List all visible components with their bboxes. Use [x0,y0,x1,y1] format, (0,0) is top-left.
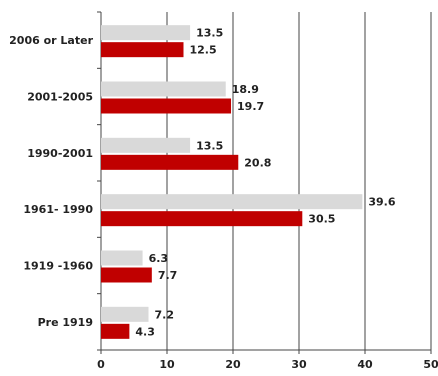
bar-series2-3 [101,154,239,170]
data-label-series1-4: 39.6 [368,196,395,209]
data-label-series1-2: 18.9 [232,83,259,96]
bar-series2-5 [101,267,152,283]
bar-series1-5 [101,250,143,266]
bar-series1-2 [101,81,226,97]
category-label: 2006 or Later [9,34,93,47]
category-label: Pre 1919 [38,316,93,329]
x-tick-0: 0 [97,358,105,371]
category-label: 2001-2005 [27,91,93,104]
bars [101,25,363,339]
data-label-series1-5: 6.3 [149,252,169,265]
category-label: 1919 -1960 [23,260,93,273]
data-label-series1-6: 7.2 [155,308,175,321]
data-label-series2-6: 4.3 [135,325,155,338]
data-label-series2-4: 30.5 [308,213,335,226]
gridlines [97,11,432,354]
bar-series2-2 [101,98,232,114]
data-label-series2-3: 20.8 [244,156,271,169]
x-tick-30: 30 [291,358,307,371]
data-label-series2-1: 12.5 [190,44,217,57]
bar-series2-6 [101,323,130,339]
bar-series2-1 [101,42,184,58]
data-label-series1-1: 13.5 [196,27,223,40]
x-tick-50: 50 [423,358,438,371]
bar-series1-6 [101,306,149,322]
category-labels: 2006 or Later 2001-2005 1990-2001 1961- 199… [9,34,93,329]
data-labels: 13.5 12.5 18.9 19.7 13.5 20.8 39.6 30.5 6.3 7.7 7.… [135,27,395,339]
category-label: 1961- 1990 [23,203,93,216]
x-tick-40: 40 [357,358,373,371]
bar-series2-4 [101,211,303,227]
data-label-series1-3: 13.5 [196,139,223,152]
x-tick-labels: 0 10 20 30 40 50 [97,358,438,371]
x-tick-20: 20 [225,358,241,371]
bar-series1-4 [101,194,363,210]
category-label: 1990-2001 [27,147,93,160]
data-label-series2-2: 19.7 [237,100,264,113]
bar-series1-1 [101,25,191,41]
x-tick-10: 10 [159,358,175,371]
bar-series1-3 [101,137,191,153]
data-label-series2-5: 7.7 [158,269,178,282]
